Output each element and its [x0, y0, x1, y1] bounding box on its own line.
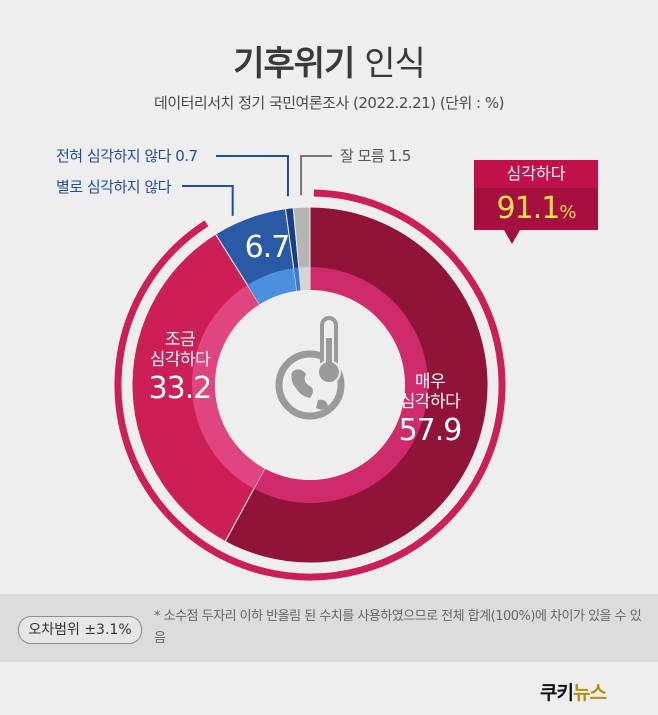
logo-accent: 뉴스	[572, 682, 607, 704]
total-serious-unit: %	[559, 202, 576, 223]
chart-title: 기후위기 인식	[0, 36, 658, 85]
leader-not-much	[182, 185, 234, 216]
label-very: 매우 심각하다 57.9	[380, 372, 480, 449]
globe-thermometer-icon	[275, 316, 345, 420]
label-very-name-2: 심각하다	[399, 392, 461, 413]
slice-inner-ring-somewhat-serious	[191, 284, 265, 489]
label-very-value: 57.9	[398, 412, 463, 448]
slice-inner-ring-not-much-serious	[247, 268, 297, 305]
error-margin-badge: 오차범위 ±3.1%	[18, 616, 142, 644]
label-somewhat-name-1: 조금	[164, 330, 196, 350]
slice-inner-ring-very-serious	[253, 267, 428, 503]
footer-bar: 오차범위 ±3.1% * 소수점 두자리 이하 반올림 된 수치를 사용하였으므…	[0, 594, 658, 662]
total-serious-badge: 심각하다 91.1%	[474, 160, 598, 230]
donut-decor	[114, 189, 506, 581]
logo-main: 쿠키	[540, 682, 574, 704]
leader-dont-know	[300, 155, 332, 196]
donut-center	[215, 290, 405, 480]
donut-chart	[114, 155, 506, 581]
badge-tail	[504, 230, 520, 244]
title-light: 인식	[364, 44, 426, 84]
leader-lines	[182, 155, 332, 216]
label-not-much: 6.7	[232, 230, 302, 266]
callout-dont-know: 잘 모름 1.5	[340, 147, 411, 165]
serious-total-arc	[114, 189, 506, 581]
label-somewhat: 조금 심각하다 33.2	[130, 330, 230, 407]
label-very-name-1: 매우	[414, 372, 446, 392]
total-serious-label: 심각하다	[474, 160, 598, 188]
total-serious-value: 91.1	[496, 191, 561, 226]
callout-not-at-all: 전혀 심각하지 않다 0.7	[56, 147, 198, 165]
donut-segments	[131, 206, 489, 564]
slice-inner-ring-dont-know	[298, 267, 310, 291]
chart-subtitle: 데이터리서치 정기 국민여론조사 (2022.2.21) (단위 : %)	[154, 94, 504, 112]
kuki-news-logo: 쿠키뉴스	[540, 678, 607, 705]
label-somewhat-value: 33.2	[148, 370, 213, 406]
total-serious-value-wrap: 91.1%	[474, 188, 598, 234]
footnote: * 소수점 두자리 이하 반올림 된 수치를 사용하였으므로 전체 합계(100…	[154, 609, 642, 646]
label-somewhat-name-2: 심각하다	[149, 350, 211, 371]
leader-not-at-all	[216, 155, 289, 197]
label-not-much-value: 6.7	[244, 230, 291, 265]
callout-not-much: 별로 심각하지 않다	[56, 178, 171, 196]
title-bold: 기후위기	[233, 44, 355, 84]
